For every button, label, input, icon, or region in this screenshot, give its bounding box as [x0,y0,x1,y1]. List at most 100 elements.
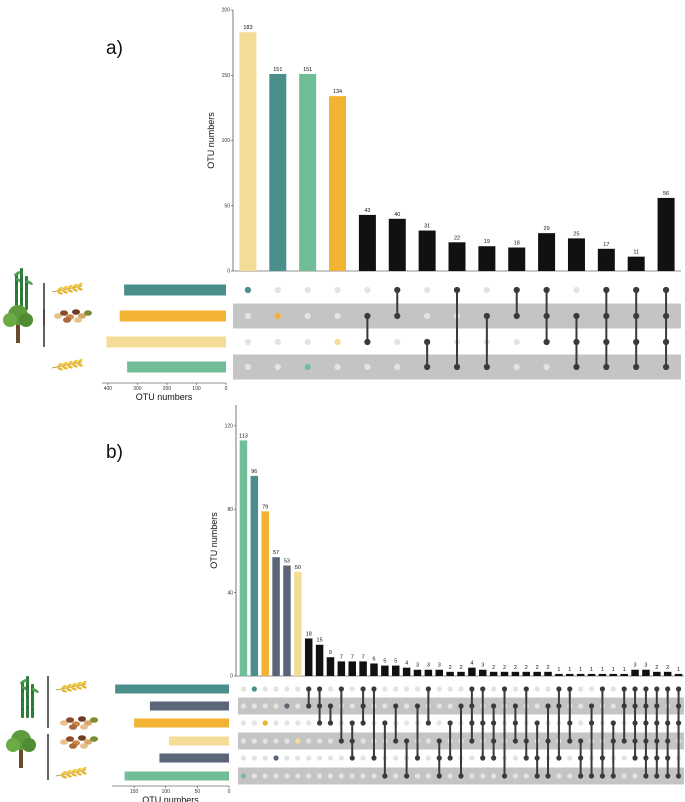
matrix-dot-filled [621,738,627,744]
matrix-dot-empty [273,738,279,744]
bar-value-label: 151 [273,67,282,73]
matrix-dot-filled [447,720,453,726]
y-tick-label: 150 [222,73,231,79]
intersection-bar [448,242,466,271]
matrix-dot-empty [273,703,279,709]
tree-canopy [19,313,33,327]
matrix-dot-filled [543,312,550,320]
intersection-bar [413,669,422,676]
intersection-bar [653,671,661,676]
matrix-dot-filled [469,703,475,709]
bar-value-label: 1 [557,667,560,673]
seed-pile [84,739,92,745]
matrix-dot-filled [393,738,399,744]
matrix-dot-empty [578,703,584,709]
matrix-dot-filled [632,703,638,709]
intersection-bar [489,671,498,676]
intersection-bar [468,667,476,676]
grain-kernel [72,364,78,368]
intersection-bar [294,571,302,676]
matrix-dot-filled [654,703,660,709]
matrix-dot-empty [251,773,257,779]
bar-value-label: 2 [503,665,506,671]
matrix-dot-filled [643,755,649,761]
matrix-dot-filled [501,773,508,779]
grain-kernel [67,289,73,293]
matrix-dot-empty [306,755,312,761]
matrix-dot-empty [240,720,247,726]
matrix-dot-empty [371,773,377,779]
matrix-dot-empty [610,686,616,692]
matrix-dot-empty [304,312,311,320]
intersection-bar [269,73,287,271]
intersection-bar [500,671,509,676]
seed-pile [80,743,88,749]
matrix-dot-filled [599,755,606,761]
bar-value-label: 2 [536,665,539,671]
intersection-bar [533,671,541,676]
tree-canopy [3,313,17,327]
grain-kernel [81,766,87,771]
bar-value-label: 43 [364,208,370,214]
set-size-tick-label: 100 [162,789,171,795]
bar-value-label: 15 [317,638,323,644]
intersection-bar [304,638,313,676]
grain-kernel [72,283,78,288]
matrix-dot-empty [480,773,486,779]
matrix-dot-highlight [244,286,252,294]
matrix-dot-empty [284,720,290,726]
seed-pile [80,724,88,730]
panel-label: b) [106,442,123,463]
matrix-dot-filled [665,773,671,779]
matrix-dot-filled [371,755,377,761]
matrix-dot-filled [306,686,312,692]
bar-value-label: 4 [470,661,473,667]
intersection-bar [587,673,596,676]
matrix-dot-filled [338,686,344,692]
bar-value-label: 3 [481,663,484,669]
matrix-dot-filled [414,755,421,761]
intersection-bar [555,673,563,676]
intersection-bar [402,667,411,676]
matrix-dot-filled [534,720,540,726]
intersection-bar [631,669,639,676]
matrix-dot-empty [447,686,453,692]
bar-value-label: 2 [459,665,462,671]
matrix-dot-empty [534,686,540,692]
matrix-dot-filled [469,686,475,692]
matrix-dot-filled [360,720,366,726]
matrix-dot-filled [425,686,431,692]
matrix-dot-empty [414,686,421,692]
matrix-dot-filled [534,773,540,779]
matrix-dot-empty [621,755,627,761]
grain-kernel [66,683,72,688]
set-size-axis-title: OTU numbers [142,795,199,802]
matrix-dot-empty [240,703,247,709]
matrix-dot-filled [513,286,520,294]
matrix-dot-empty [621,773,627,779]
matrix-dot-filled [327,703,334,709]
matrix-dot-filled [453,286,461,294]
bamboo-leaf [25,280,33,285]
set-size-bar [134,718,229,728]
bar-value-label: 1 [601,667,604,673]
matrix-dot-empty [349,686,355,692]
intersection-bar [522,671,531,676]
intersection-bar [620,673,628,676]
matrix-dot-filled [588,720,595,726]
bar-value-label: 9 [329,650,332,656]
matrix-dot-empty [327,755,334,761]
matrix-dot-empty [284,738,290,744]
grain-kernel [77,287,83,291]
matrix-dot-filled [523,686,529,692]
seed-pile [69,724,77,730]
matrix-dot-filled [654,720,660,726]
seed-pile [60,739,68,745]
matrix-dot-highlight [274,312,281,320]
matrix-dot-highlight [262,720,268,726]
matrix-dot-empty [244,363,252,371]
bamboo-leaf [13,271,21,276]
matrix-dot-filled [360,686,366,692]
matrix-dot-filled [603,312,610,320]
matrix-dot-filled [501,686,508,692]
